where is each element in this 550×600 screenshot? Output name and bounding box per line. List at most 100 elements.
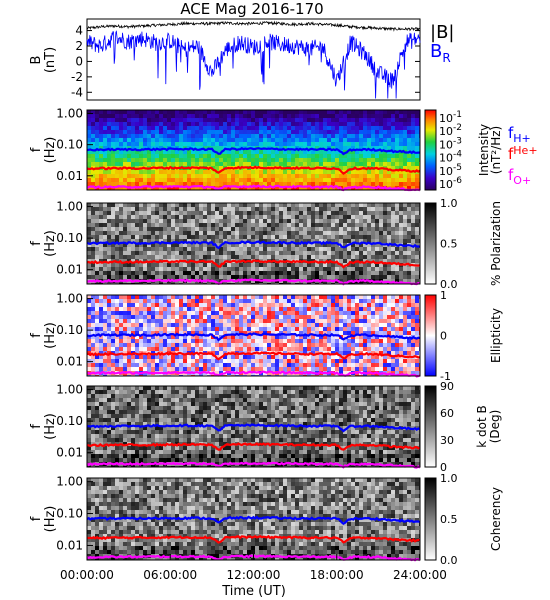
- spectrogram-cell: [87, 339, 91, 343]
- spectrogram-cell: [355, 323, 359, 327]
- spectrogram-cell: [391, 174, 395, 178]
- spectrogram-cell: [99, 235, 103, 239]
- spectrogram-cell: [163, 215, 167, 219]
- spectrogram-cell: [123, 227, 127, 231]
- spectrogram-cell: [403, 118, 407, 122]
- spectrogram-cell: [243, 247, 247, 251]
- spectrogram-cell: [355, 255, 359, 259]
- spectrogram-cell: [115, 170, 119, 174]
- colorbar-label-base: 10: [439, 112, 453, 125]
- spectrogram-cell: [335, 235, 339, 239]
- spectrogram-cell: [267, 130, 271, 134]
- spectrogram-cell: [175, 134, 179, 138]
- colorbar-title: Intensity: [477, 124, 491, 176]
- spectrogram-cell: [323, 259, 327, 263]
- spectrogram-cell: [407, 219, 411, 223]
- spectrogram-cell: [187, 211, 191, 215]
- spectrogram-cell: [375, 243, 379, 247]
- spectrogram-cell: [107, 154, 111, 158]
- spectrogram-cell: [303, 247, 307, 251]
- spectrogram-cell: [291, 255, 295, 259]
- spectrogram-cell: [199, 227, 203, 231]
- spectrogram-cell: [163, 347, 167, 351]
- spectrogram-cell: [351, 311, 355, 315]
- spectrogram-cell: [279, 150, 283, 154]
- spectrogram-cell: [311, 227, 315, 231]
- spectrogram-cell: [155, 239, 159, 243]
- spectrogram-cell: [303, 186, 307, 190]
- spectrogram-cell: [395, 203, 399, 207]
- spectrogram-cell: [255, 311, 259, 315]
- spectrogram-cell: [319, 231, 323, 235]
- spectrogram-cell: [323, 335, 327, 339]
- legend-b-r: BR: [430, 41, 451, 65]
- spectrogram-cell: [143, 267, 147, 271]
- spectrogram-cell: [179, 174, 183, 178]
- spectrogram-cell: [375, 227, 379, 231]
- spectrogram-cell: [91, 263, 95, 267]
- spectrogram-cell: [227, 311, 231, 315]
- spectrogram-panel-intensity: 1.000.100.01f (Hz)10-110-210-310-410-510-…: [29, 107, 538, 192]
- spectrogram-cell: [323, 158, 327, 162]
- spectrogram-cell: [219, 275, 223, 279]
- spectrogram-cell: [283, 182, 287, 186]
- spectrogram-cell: [175, 150, 179, 154]
- spectrogram-cell: [307, 219, 311, 223]
- spectrogram-cell: [339, 251, 343, 255]
- spectrogram-cell: [295, 331, 299, 335]
- spectrogram-cell: [291, 146, 295, 150]
- spectrogram-cell: [199, 303, 203, 307]
- spectrogram-cell: [335, 158, 339, 162]
- spectrogram-cell: [159, 343, 163, 347]
- spectrogram-cell: [227, 138, 231, 142]
- spectrogram-cell: [239, 154, 243, 158]
- spectrogram-cell: [231, 134, 235, 138]
- spectrogram-cell: [347, 203, 351, 207]
- spectrogram-cell: [231, 323, 235, 327]
- spectrogram-cell: [107, 239, 111, 243]
- spectrogram-cell: [343, 223, 347, 227]
- spectrogram-cell: [327, 363, 331, 367]
- spectrogram-cell: [207, 303, 211, 307]
- spectrogram-cell: [159, 138, 163, 142]
- spectrogram-cell: [339, 178, 343, 182]
- spectrogram-cell: [283, 271, 287, 275]
- spectrogram-cell: [371, 158, 375, 162]
- spectrogram-cell: [279, 359, 283, 363]
- spectrogram-cell: [115, 339, 119, 343]
- spectrogram-cell: [335, 207, 339, 211]
- spectrogram-cell: [379, 207, 383, 211]
- spectrogram-cell: [187, 207, 191, 211]
- spectrogram-cell: [211, 323, 215, 327]
- spectrogram-cell: [111, 307, 115, 311]
- spectrogram-cell: [371, 207, 375, 211]
- spectrogram-cell: [147, 327, 151, 331]
- spectrogram-cell: [207, 114, 211, 118]
- spectrogram-cell: [243, 343, 247, 347]
- spectrogram-cell: [351, 307, 355, 311]
- spectrogram-cell: [191, 299, 195, 303]
- spectrogram-cell: [319, 327, 323, 331]
- spectrogram-cell: [327, 331, 331, 335]
- spectrogram-cell: [103, 235, 107, 239]
- spectrogram-cell: [267, 203, 271, 207]
- spectrogram-cell: [147, 243, 151, 247]
- spectrogram-cell: [131, 335, 135, 339]
- spectrogram-cell: [171, 267, 175, 271]
- spectrogram-cell: [251, 142, 255, 146]
- spectrogram-cell: [139, 355, 143, 359]
- spectrogram-cell: [375, 146, 379, 150]
- spectrogram-cell: [407, 130, 411, 134]
- spectrogram-cell: [163, 126, 167, 130]
- spectrogram-cell: [287, 178, 291, 182]
- spectrogram-cell: [187, 170, 191, 174]
- spectrogram-cell: [183, 231, 187, 235]
- spectrogram-cell: [323, 363, 327, 367]
- spectrogram-cell: [135, 275, 139, 279]
- spectrogram-cell: [311, 347, 315, 351]
- spectrogram-cell: [407, 178, 411, 182]
- spectrogram-cell: [395, 215, 399, 219]
- spectrogram-cell: [411, 146, 415, 150]
- spectrogram-cell: [319, 227, 323, 231]
- spectrogram-cell: [171, 150, 175, 154]
